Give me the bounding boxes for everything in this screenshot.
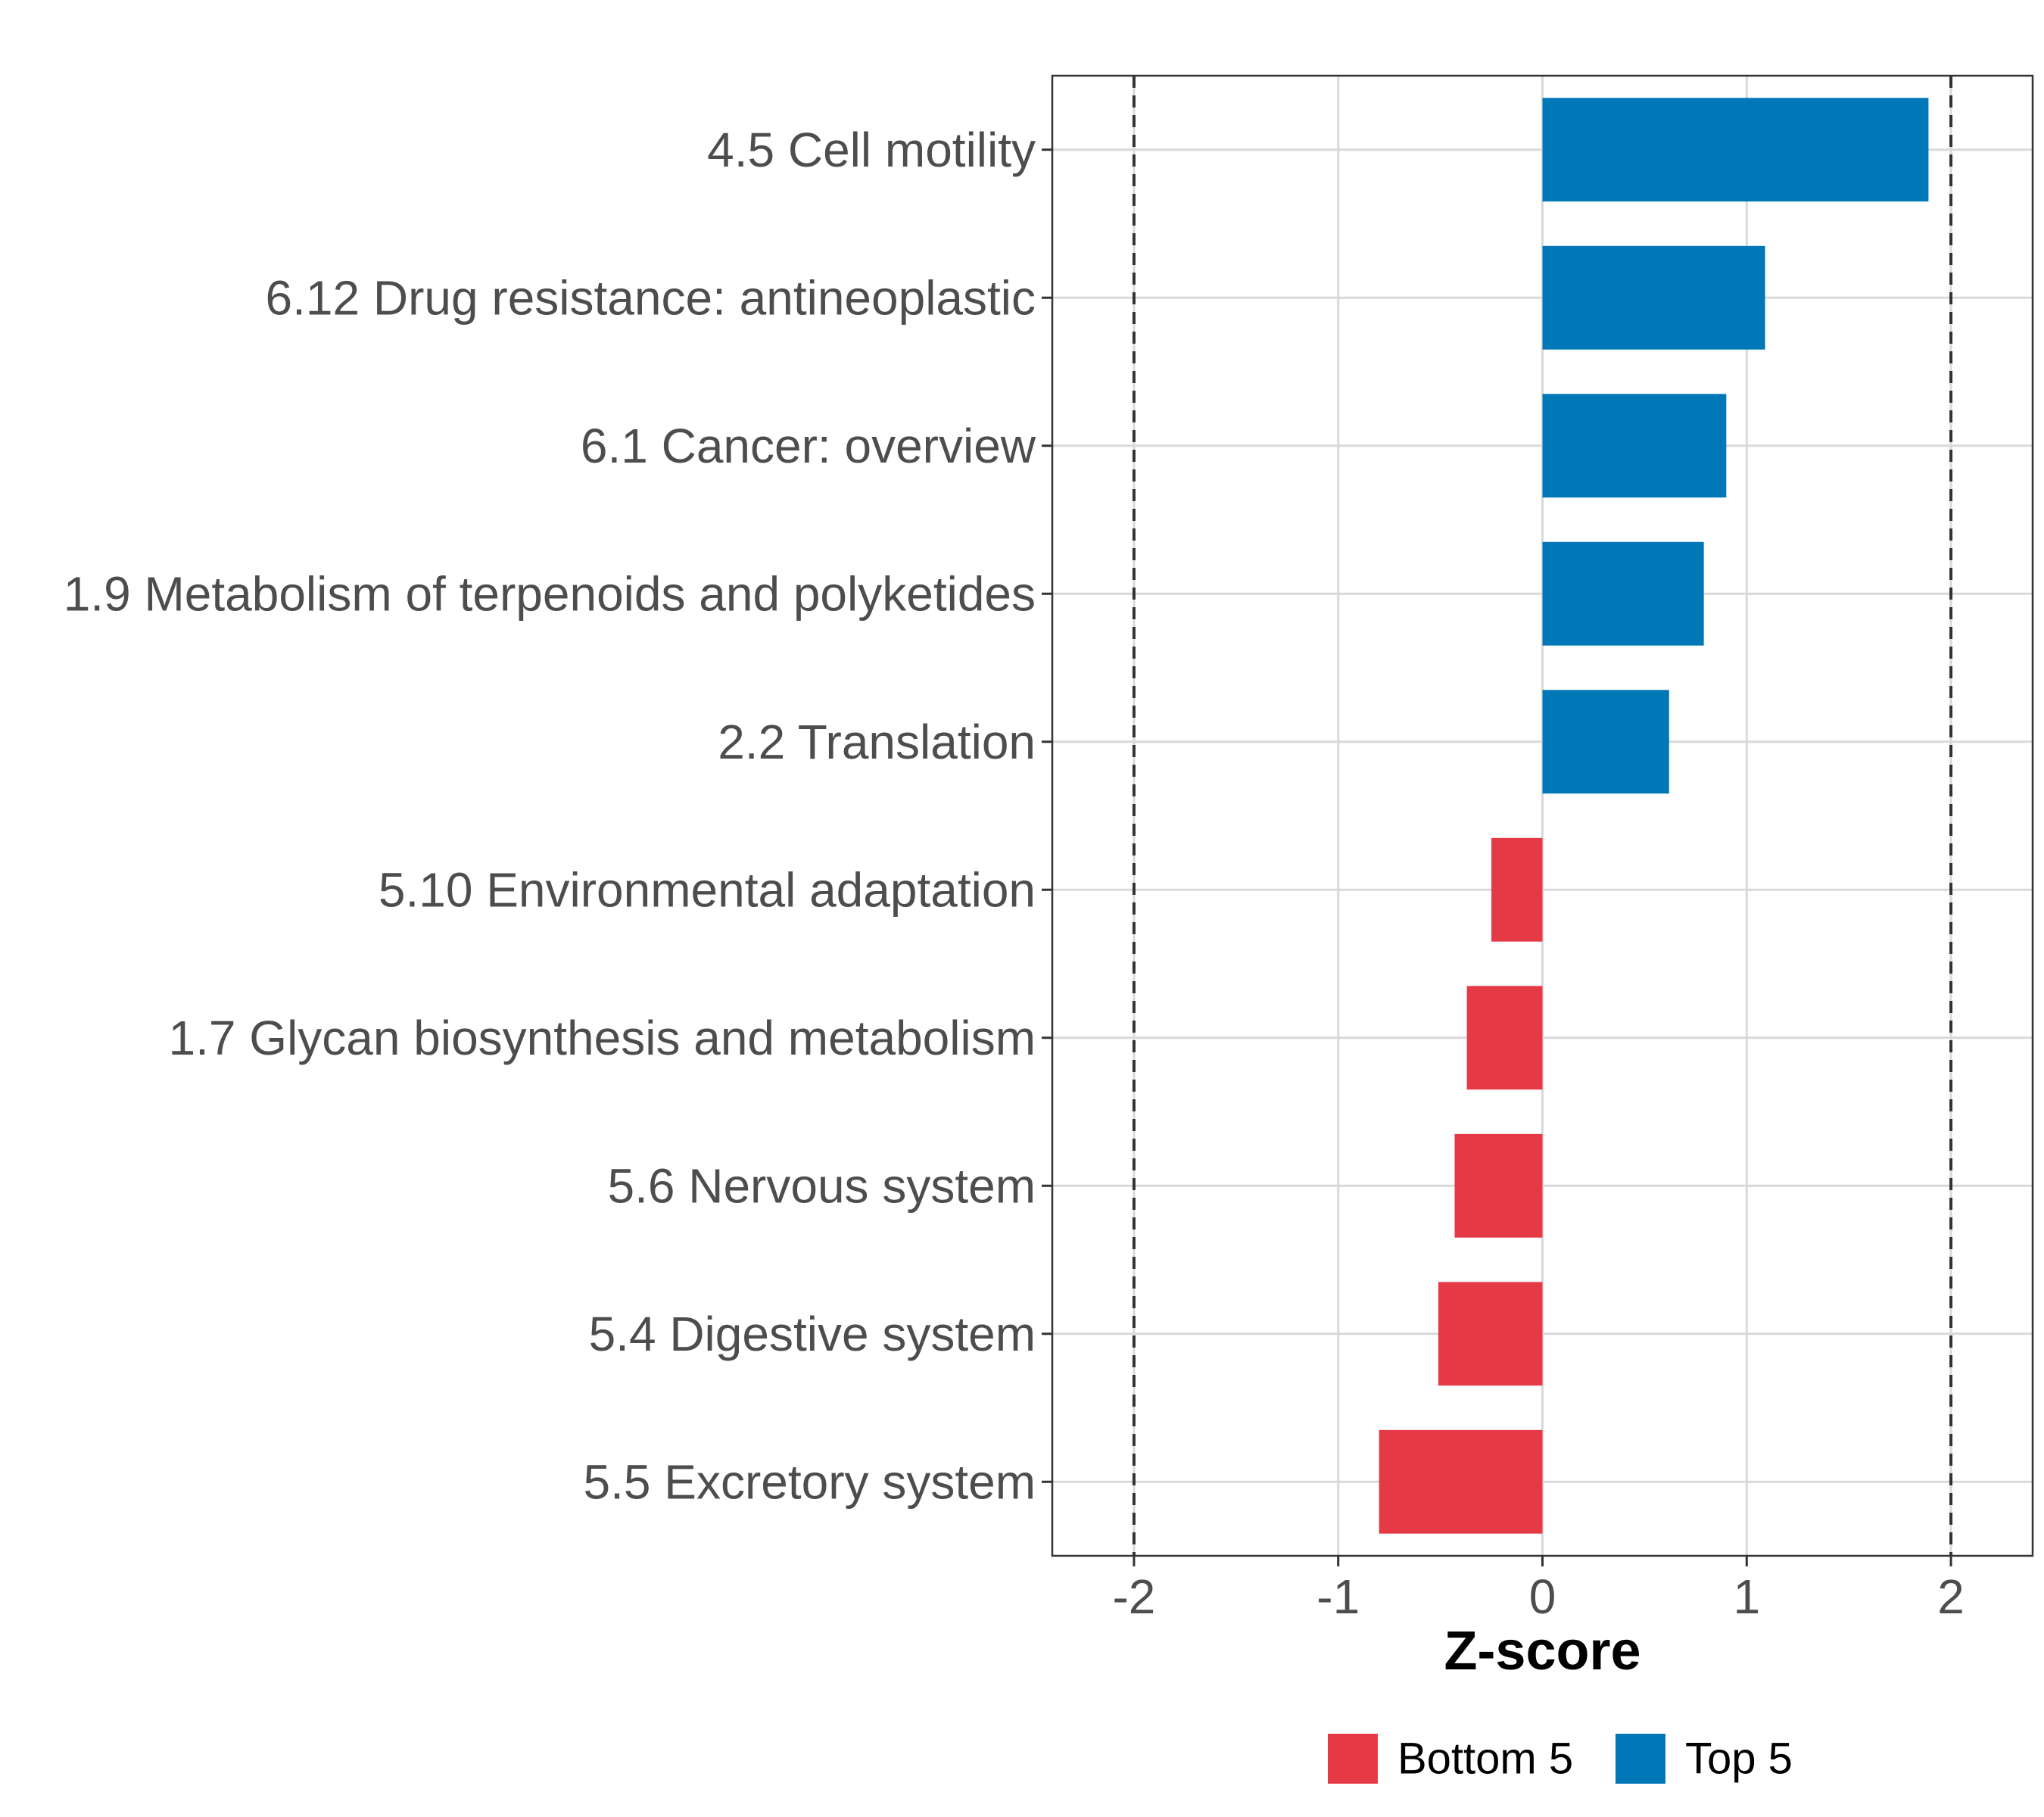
y-tick-label: 5.10 Environmental adaptation xyxy=(379,862,1036,917)
bar xyxy=(1542,394,1727,498)
bar xyxy=(1438,1282,1543,1386)
y-axis: 4.5 Cell motility 6.12 Drug resistance: a… xyxy=(64,123,1052,1509)
legend-key xyxy=(1616,1734,1665,1784)
y-tick-label: 5.4 Digestive system xyxy=(589,1307,1036,1361)
y-tick-label: 6.1 Cancer: overview xyxy=(581,419,1036,473)
y-tick-label: 4.5 Cell motility xyxy=(707,123,1036,177)
legend-key xyxy=(1328,1734,1378,1784)
bar xyxy=(1454,1133,1543,1238)
legend: Bottom 5 Top 5 xyxy=(1328,1734,1793,1784)
bars xyxy=(1379,98,1929,1534)
x-axis-title: Z-score xyxy=(1444,1621,1640,1681)
y-tick-label: 1.7 Glycan biosynthesis and metabolism xyxy=(169,1011,1036,1065)
y-tick-label: 2.2 Translation xyxy=(718,715,1036,769)
bar xyxy=(1542,690,1669,794)
x-tick-label: -2 xyxy=(1112,1569,1155,1624)
y-tick-label: 5.6 Nervous system xyxy=(607,1158,1036,1213)
y-tick-label: 1.9 Metabolism of terpenoids and polyket… xyxy=(64,566,1036,621)
legend-label: Top 5 xyxy=(1685,1734,1793,1784)
x-tick-label: -1 xyxy=(1316,1569,1360,1624)
bar xyxy=(1466,986,1543,1090)
y-tick-label: 6.12 Drug resistance: antineoplastic xyxy=(266,270,1036,325)
bar xyxy=(1491,837,1543,942)
bar xyxy=(1542,98,1929,202)
legend-label: Bottom 5 xyxy=(1397,1734,1573,1784)
bar xyxy=(1542,245,1765,350)
bar xyxy=(1379,1429,1543,1534)
y-tick-label: 5.5 Excretory system xyxy=(584,1454,1036,1509)
x-axis: -2 -1 0 1 2 xyxy=(1112,1556,1965,1624)
reference-lines xyxy=(1132,76,1953,1556)
x-tick-label: 0 xyxy=(1529,1569,1556,1624)
x-tick-label: 2 xyxy=(1937,1569,1965,1624)
bar xyxy=(1542,541,1704,646)
x-tick-label: 1 xyxy=(1733,1569,1760,1624)
